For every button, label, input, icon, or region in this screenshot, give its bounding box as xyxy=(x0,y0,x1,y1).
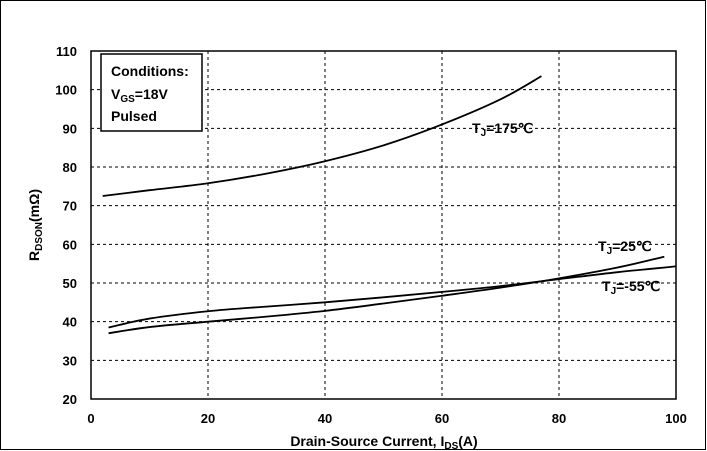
y-tick-label: 50 xyxy=(63,276,77,291)
conditions-vgs-main: V xyxy=(111,86,121,102)
y-axis-label: RDSON(mΩ) xyxy=(26,189,45,261)
series-line-tj-minus55c xyxy=(108,265,677,329)
series-line-tj-175c xyxy=(102,75,542,197)
series-labels: TJ=175℃TJ=25℃TJ=-55℃ xyxy=(472,120,661,297)
x-axis-label-sub: DS xyxy=(444,441,458,451)
x-axis-label-main: Drain-Source Current, I xyxy=(290,433,444,449)
y-tick-label: 60 xyxy=(63,237,77,252)
conditions-title: Conditions: xyxy=(111,63,189,79)
y-tick-label: 80 xyxy=(63,160,77,175)
conditions-box-border xyxy=(100,53,203,132)
y-tick-label: 90 xyxy=(63,121,77,136)
x-tick-label: 20 xyxy=(201,411,215,426)
x-tick-label: 80 xyxy=(552,411,566,426)
series-label-tail: =25℃ xyxy=(612,238,652,254)
x-axis-label-tail: (A) xyxy=(458,433,477,449)
y-axis-label-main: R xyxy=(26,251,42,261)
series-label-tail: =175℃ xyxy=(486,120,534,136)
x-tick-label: 0 xyxy=(87,411,94,426)
x-tick-label: 40 xyxy=(318,411,332,426)
series-lines xyxy=(102,75,677,335)
conditions-vgs-tail: =18V xyxy=(135,86,169,102)
x-tick-label: 100 xyxy=(665,411,687,426)
series-label-main: T xyxy=(602,278,611,294)
y-tick-label: 100 xyxy=(55,83,77,98)
conditions-pulsed: Pulsed xyxy=(111,108,157,124)
x-tick-label: 60 xyxy=(435,411,449,426)
conditions-vgs: VGS=18V xyxy=(111,86,169,105)
series-label-sub: J xyxy=(481,128,487,139)
series-label-sub: J xyxy=(611,286,617,297)
y-axis-label-tail: (mΩ) xyxy=(26,189,42,222)
series-label-main: T xyxy=(598,238,607,254)
series-label-tj-minus55c: TJ=-55℃ xyxy=(602,278,661,297)
series-label-tj-25c: TJ=25℃ xyxy=(598,238,652,257)
x-axis-label: Drain-Source Current, IDS(A) xyxy=(290,433,477,451)
conditions-box: Conditions: VGS=18V Pulsed xyxy=(100,53,203,132)
x-axis-ticks: 0 20 40 60 80 100 xyxy=(87,411,686,426)
y-tick-label: 110 xyxy=(56,44,77,59)
y-tick-label: 20 xyxy=(63,392,77,407)
series-line-tj-25c xyxy=(108,255,665,335)
series-label-sub: J xyxy=(607,246,613,257)
y-tick-label: 30 xyxy=(63,353,77,368)
plot-area-border xyxy=(90,50,677,400)
y-axis-ticks: 20 30 40 50 60 70 80 90 100 110 xyxy=(55,44,77,407)
series-label-tj-175c: TJ=175℃ xyxy=(472,120,534,139)
y-tick-label: 70 xyxy=(63,199,77,214)
conditions-vgs-sub: GS xyxy=(120,94,135,105)
y-tick-label: 40 xyxy=(63,315,77,330)
series-label-main: T xyxy=(472,120,481,136)
series-label-tail: =-55℃ xyxy=(616,278,660,294)
y-axis-label-sub: DSON xyxy=(34,222,45,251)
